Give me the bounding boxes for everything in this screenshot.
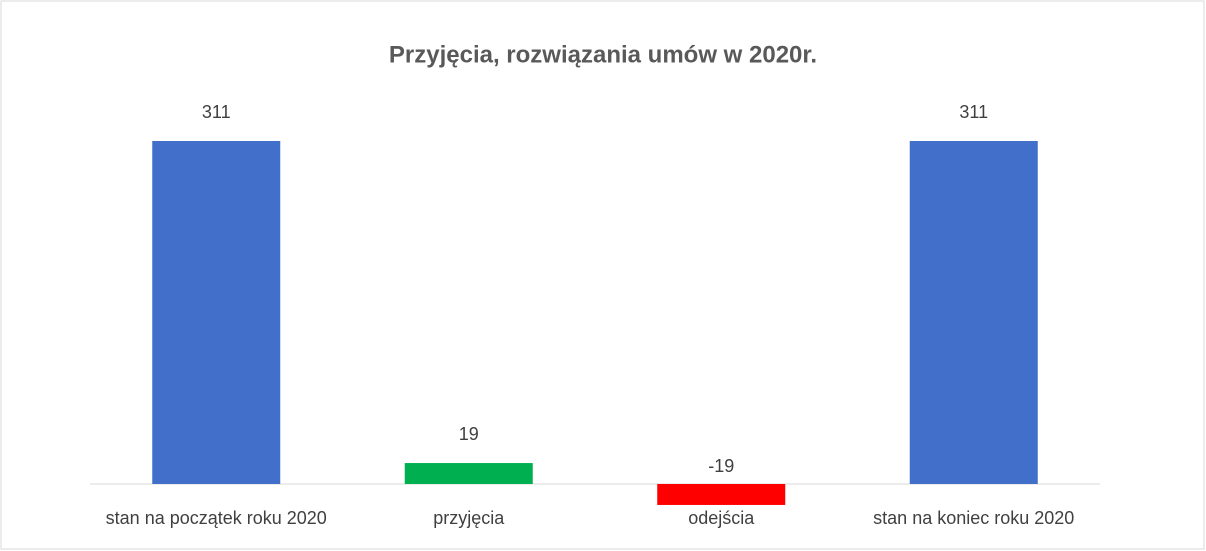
chart-title: Przyjęcia, rozwiązania umów w 2020r. bbox=[389, 41, 817, 68]
bar bbox=[404, 463, 533, 484]
data-label: -19 bbox=[708, 456, 734, 476]
x-tick-label: stan na początek roku 2020 bbox=[106, 508, 327, 528]
x-tick-label: odejścia bbox=[688, 508, 755, 528]
bar bbox=[152, 141, 281, 484]
data-label: 19 bbox=[459, 424, 479, 444]
x-tick-label: przyjęcia bbox=[433, 508, 505, 528]
data-label: 311 bbox=[202, 102, 231, 122]
x-tick-label: stan na koniec roku 2020 bbox=[873, 508, 1074, 528]
bar bbox=[909, 141, 1038, 484]
data-label: 311 bbox=[959, 102, 988, 122]
bar bbox=[657, 484, 786, 505]
